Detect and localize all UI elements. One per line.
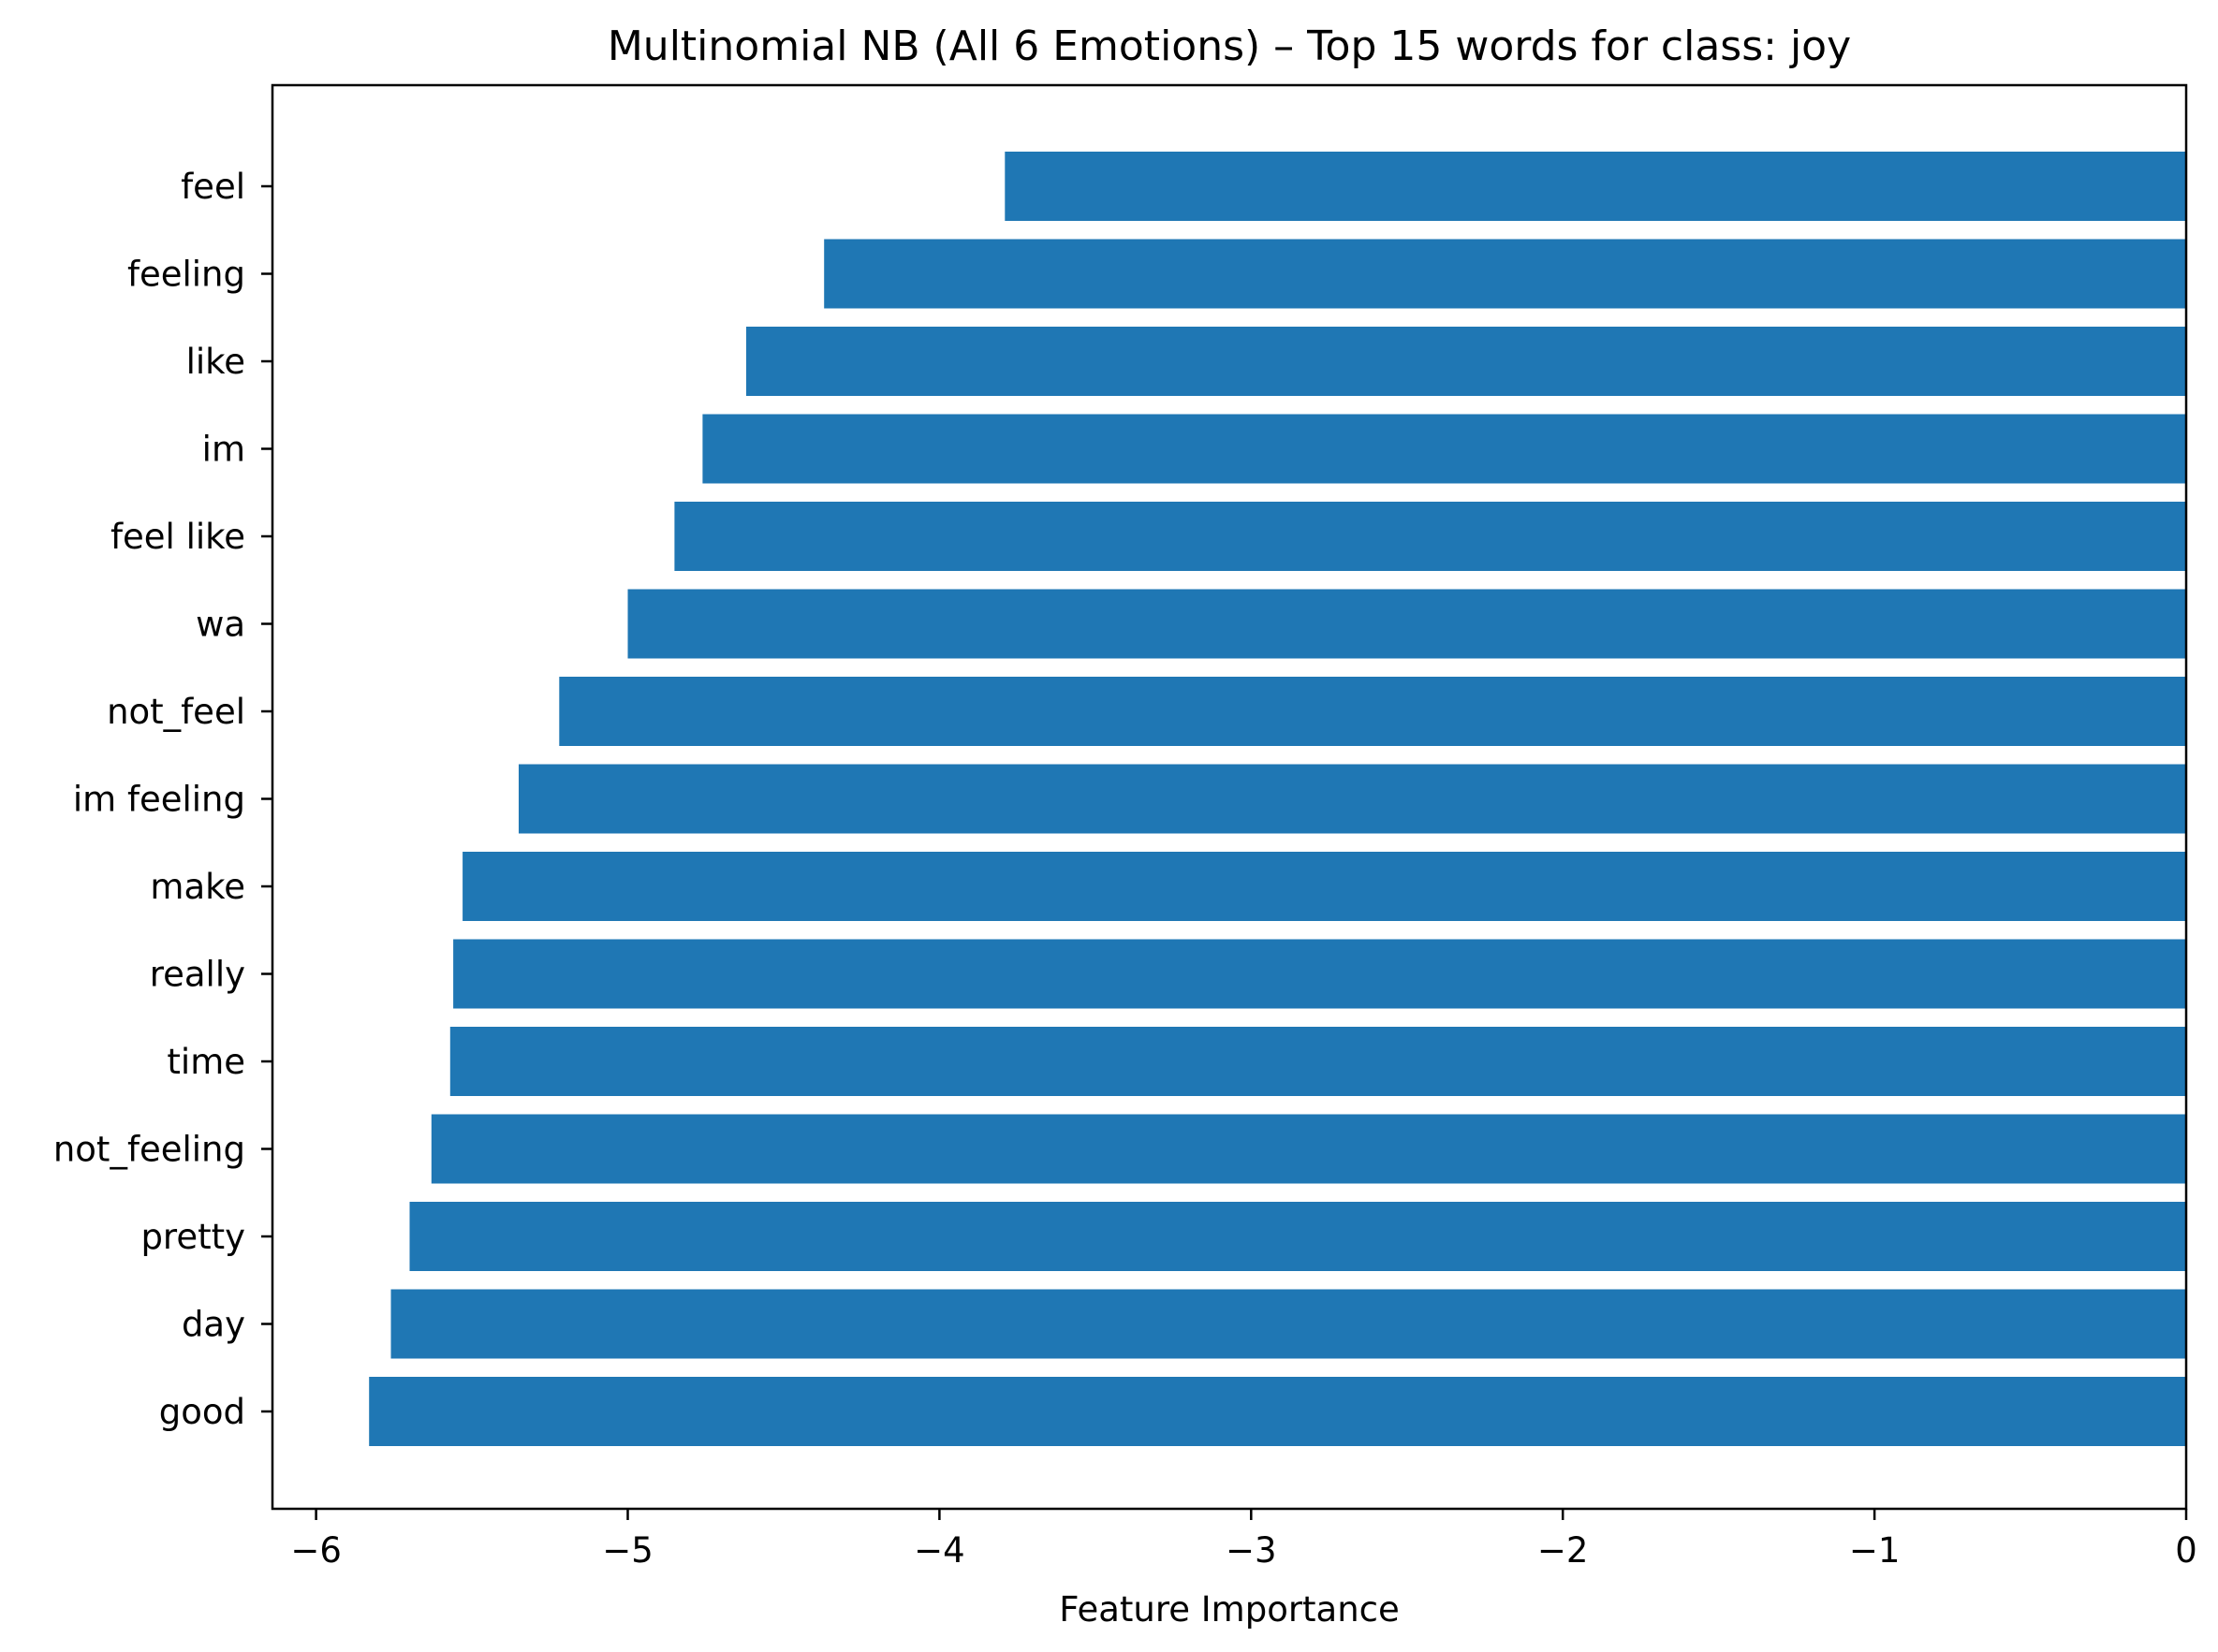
bar-really [453, 939, 2187, 1009]
bar-day [390, 1289, 2186, 1359]
y-tick-label: not_feel [107, 692, 245, 732]
x-axis-label: Feature Importance [1059, 1589, 1400, 1630]
y-tick-label: make [150, 867, 245, 907]
plot-frame [271, 83, 2188, 1511]
bar-feeling [824, 239, 2187, 309]
y-tick-label: feeling [127, 255, 245, 295]
x-tick-label: 0 [2175, 1530, 2197, 1571]
x-tick-label: −5 [602, 1530, 654, 1571]
y-tick-label: wa [196, 605, 245, 645]
bar-time [449, 1027, 2186, 1096]
y-tick-label: feel like [110, 517, 245, 557]
y-tick-label: im [202, 430, 245, 470]
y-tick-label: time [167, 1042, 245, 1082]
bar-feel [1005, 152, 2186, 221]
x-tick-label: −2 [1537, 1530, 1589, 1571]
x-tick-label: −3 [1226, 1530, 1277, 1571]
y-tick-label: pretty [140, 1217, 245, 1257]
bar-good [369, 1377, 2187, 1446]
y-tick-label: im feeling [73, 780, 245, 820]
y-tick-label: good [159, 1392, 245, 1432]
bar-wa [627, 589, 2186, 659]
y-tick-label: day [182, 1305, 245, 1345]
x-tick-label: −1 [1849, 1530, 1901, 1571]
y-tick-label: like [186, 342, 245, 382]
y-tick-label: really [150, 955, 245, 995]
chart-title: Multinomial NB (All 6 Emotions) – Top 15… [608, 22, 1851, 70]
bar-like [746, 327, 2186, 396]
bar-feel-like [674, 502, 2186, 571]
bar-pretty [409, 1202, 2186, 1271]
x-tick-label: −6 [290, 1530, 342, 1571]
bar-make [463, 852, 2187, 921]
bar-not-feeling [431, 1114, 2186, 1184]
bar-im [702, 414, 2186, 484]
bars-group [369, 152, 2187, 1446]
y-tick-label: feel [181, 167, 245, 207]
x-tick-label: −4 [914, 1530, 965, 1571]
bar-im-feeling [519, 764, 2186, 834]
bar-not-feel [559, 677, 2186, 746]
y-tick-label: not_feeling [53, 1130, 245, 1170]
x-axis-ticks: −6 −5 −4 −3 −2 −1 0 [290, 1509, 2197, 1571]
